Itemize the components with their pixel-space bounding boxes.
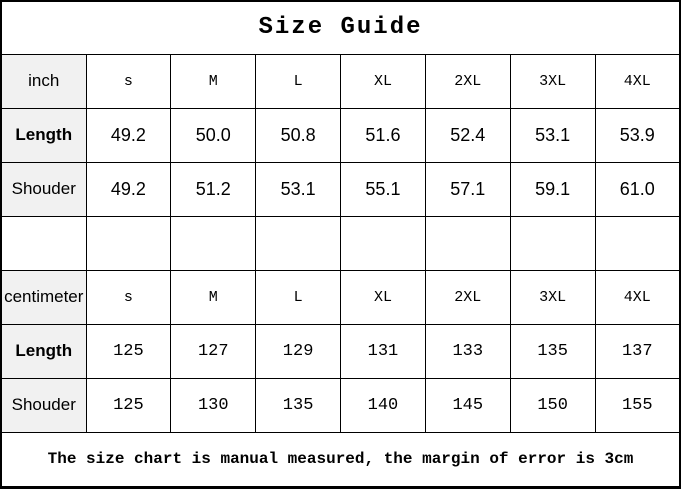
cm-size-header-row: centimeter s M L XL 2XL 3XL 4XL xyxy=(0,269,681,325)
size-header-cell: XL xyxy=(340,269,426,325)
value-cell: 57.1 xyxy=(424,161,511,217)
empty-cell xyxy=(85,215,172,271)
unit-label-centimeter: centimeter xyxy=(0,269,87,325)
value-cell: 50.8 xyxy=(255,107,342,163)
footer-row: The size chart is manual measured, the m… xyxy=(0,431,681,488)
unit-label-inch: inch xyxy=(0,53,87,109)
row-label-shoulder: Shouder xyxy=(0,161,87,217)
size-header-cell: XL xyxy=(340,53,426,109)
inch-size-header-row: inch s M L XL 2XL 3XL 4XL xyxy=(0,53,681,109)
spacer-row xyxy=(0,215,681,271)
value-cell: 127 xyxy=(170,323,257,379)
value-cell: 49.2 xyxy=(85,161,172,217)
value-cell: 51.2 xyxy=(170,161,257,217)
row-label-shoulder: Shouder xyxy=(0,377,87,433)
value-cell: 130 xyxy=(170,377,257,433)
empty-cell xyxy=(424,215,511,271)
size-header-cell: M xyxy=(170,269,257,325)
value-cell: 155 xyxy=(594,377,681,433)
value-cell: 140 xyxy=(340,377,426,433)
value-cell: 145 xyxy=(424,377,511,433)
size-header-cell: 4XL xyxy=(594,53,681,109)
value-cell: 52.4 xyxy=(424,107,511,163)
size-header-cell: 4XL xyxy=(594,269,681,325)
row-label-length: Length xyxy=(0,107,87,163)
value-cell: 55.1 xyxy=(340,161,426,217)
size-header-cell: L xyxy=(255,53,342,109)
value-cell: 137 xyxy=(594,323,681,379)
title-row: Size Guide xyxy=(0,0,681,55)
size-header-cell: 2XL xyxy=(424,269,511,325)
size-header-cell: L xyxy=(255,269,342,325)
page-title: Size Guide xyxy=(0,0,681,55)
footer-note: The size chart is manual measured, the m… xyxy=(0,431,681,488)
inch-shoulder-row: Shouder 49.2 51.2 53.1 55.1 57.1 59.1 61… xyxy=(0,161,681,217)
value-cell: 125 xyxy=(85,377,172,433)
size-header-cell: 2XL xyxy=(424,53,511,109)
empty-cell xyxy=(0,215,87,271)
cm-shoulder-row: Shouder 125 130 135 140 145 150 155 xyxy=(0,377,681,433)
value-cell: 135 xyxy=(509,323,596,379)
value-cell: 135 xyxy=(255,377,342,433)
value-cell: 150 xyxy=(509,377,596,433)
empty-cell xyxy=(594,215,681,271)
size-header-cell: s xyxy=(85,269,172,325)
value-cell: 125 xyxy=(85,323,172,379)
size-header-cell: M xyxy=(170,53,257,109)
value-cell: 131 xyxy=(340,323,426,379)
value-cell: 49.2 xyxy=(85,107,172,163)
inch-length-row: Length 49.2 50.0 50.8 51.6 52.4 53.1 53.… xyxy=(0,107,681,163)
empty-cell xyxy=(340,215,426,271)
empty-cell xyxy=(255,215,342,271)
value-cell: 133 xyxy=(424,323,511,379)
value-cell: 129 xyxy=(255,323,342,379)
value-cell: 50.0 xyxy=(170,107,257,163)
value-cell: 59.1 xyxy=(509,161,596,217)
cm-length-row: Length 125 127 129 131 133 135 137 xyxy=(0,323,681,379)
empty-cell xyxy=(509,215,596,271)
size-header-cell: s xyxy=(85,53,172,109)
empty-cell xyxy=(170,215,257,271)
size-header-cell: 3XL xyxy=(509,53,596,109)
size-header-cell: 3XL xyxy=(509,269,596,325)
value-cell: 61.0 xyxy=(594,161,681,217)
value-cell: 53.1 xyxy=(255,161,342,217)
value-cell: 53.9 xyxy=(594,107,681,163)
row-label-length: Length xyxy=(0,323,87,379)
value-cell: 51.6 xyxy=(340,107,426,163)
value-cell: 53.1 xyxy=(509,107,596,163)
